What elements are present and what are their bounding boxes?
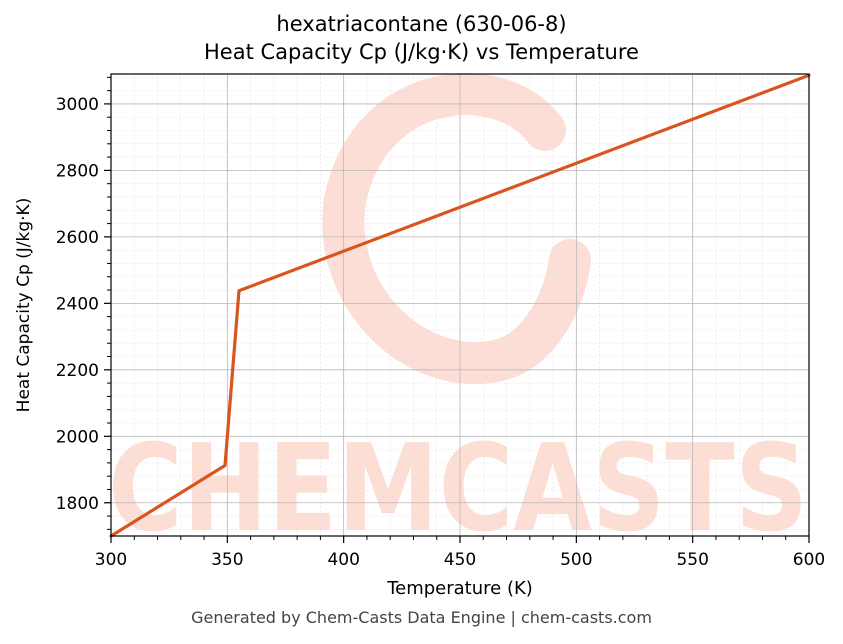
y-tick-label: 2600	[56, 228, 99, 248]
y-tick-label: 2800	[56, 161, 99, 181]
x-tick-label: 600	[793, 550, 825, 570]
y-axis-label: Heat Capacity Cp (J/kg·K)	[14, 198, 34, 413]
x-tick-label: 400	[327, 550, 359, 570]
chart-subtitle: Heat Capacity Cp (J/kg·K) vs Temperature	[204, 40, 639, 64]
x-axis-ticks: 300 350 400 450 500 550 600	[95, 536, 825, 570]
y-tick-label: 2200	[56, 361, 99, 381]
x-tick-label: 500	[560, 550, 592, 570]
y-tick-label: 2400	[56, 294, 99, 314]
y-axis-ticks: 1800 2000 2200 2400 2600 2800 3000	[56, 76, 111, 530]
footer-credit: Generated by Chem-Casts Data Engine | ch…	[191, 608, 652, 627]
x-tick-label: 450	[444, 550, 476, 570]
x-axis-label: Temperature (K)	[386, 578, 533, 599]
y-tick-label: 1800	[56, 494, 99, 514]
series-layer	[109, 73, 811, 538]
x-tick-label: 350	[211, 550, 243, 570]
x-tick-label: 300	[95, 550, 127, 570]
x-tick-label: 550	[676, 550, 708, 570]
y-tick-label: 2000	[56, 427, 99, 447]
watermark-swirl	[322, 73, 591, 385]
series-line	[109, 73, 811, 538]
y-tick-label: 3000	[56, 95, 99, 115]
chart-title: hexatriacontane (630-06-8)	[276, 12, 567, 36]
